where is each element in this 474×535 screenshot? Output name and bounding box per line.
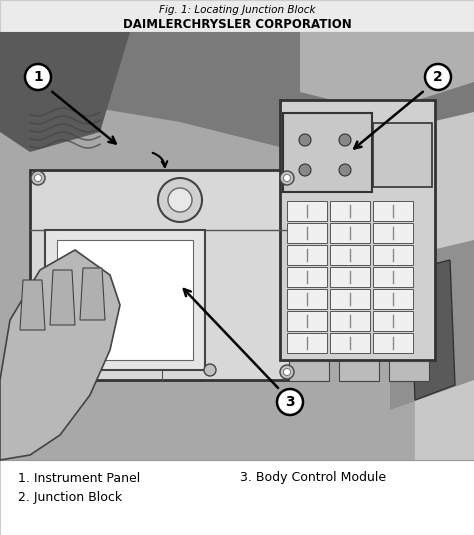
FancyBboxPatch shape [373, 245, 413, 265]
Polygon shape [0, 32, 474, 152]
Text: 3. Body Control Module: 3. Body Control Module [240, 471, 386, 485]
Polygon shape [80, 268, 105, 320]
Text: 2. Junction Block: 2. Junction Block [18, 492, 122, 505]
Circle shape [35, 369, 42, 376]
FancyBboxPatch shape [330, 333, 370, 353]
Polygon shape [390, 240, 474, 410]
Circle shape [168, 188, 192, 212]
FancyBboxPatch shape [0, 0, 474, 32]
FancyBboxPatch shape [289, 361, 329, 381]
Circle shape [277, 389, 303, 415]
FancyBboxPatch shape [45, 230, 205, 370]
FancyBboxPatch shape [0, 92, 415, 460]
Polygon shape [50, 270, 75, 325]
Circle shape [299, 134, 311, 146]
Circle shape [283, 369, 291, 376]
Circle shape [425, 64, 451, 90]
Circle shape [299, 164, 311, 176]
Polygon shape [300, 32, 474, 112]
FancyBboxPatch shape [287, 223, 327, 243]
FancyBboxPatch shape [373, 289, 413, 309]
Circle shape [31, 171, 45, 185]
Polygon shape [0, 32, 130, 152]
Text: Fig. 1: Locating Junction Block: Fig. 1: Locating Junction Block [159, 5, 315, 15]
FancyBboxPatch shape [330, 245, 370, 265]
FancyBboxPatch shape [287, 245, 327, 265]
Circle shape [280, 171, 294, 185]
FancyBboxPatch shape [330, 267, 370, 287]
Polygon shape [410, 260, 455, 400]
FancyBboxPatch shape [287, 333, 327, 353]
FancyBboxPatch shape [287, 267, 327, 287]
FancyBboxPatch shape [373, 311, 413, 331]
Circle shape [283, 174, 291, 181]
FancyBboxPatch shape [330, 223, 370, 243]
Polygon shape [0, 250, 120, 460]
Circle shape [25, 64, 51, 90]
FancyBboxPatch shape [373, 123, 432, 187]
Circle shape [158, 178, 202, 222]
FancyBboxPatch shape [373, 267, 413, 287]
Circle shape [74, 364, 86, 376]
FancyBboxPatch shape [30, 170, 295, 380]
Text: 2: 2 [433, 70, 443, 84]
FancyBboxPatch shape [339, 361, 379, 381]
FancyBboxPatch shape [287, 311, 327, 331]
Circle shape [339, 134, 351, 146]
Text: 1: 1 [33, 70, 43, 84]
Text: 3: 3 [285, 395, 295, 409]
FancyBboxPatch shape [373, 201, 413, 221]
Text: DAIMLERCHRYSLER CORPORATION: DAIMLERCHRYSLER CORPORATION [123, 18, 351, 30]
FancyBboxPatch shape [330, 201, 370, 221]
FancyBboxPatch shape [389, 361, 429, 381]
FancyBboxPatch shape [280, 100, 435, 360]
FancyBboxPatch shape [287, 289, 327, 309]
FancyBboxPatch shape [287, 201, 327, 221]
Text: 1. Instrument Panel: 1. Instrument Panel [18, 471, 140, 485]
FancyBboxPatch shape [373, 333, 413, 353]
Circle shape [31, 365, 45, 379]
Circle shape [280, 365, 294, 379]
FancyBboxPatch shape [283, 113, 372, 192]
Polygon shape [20, 280, 45, 330]
FancyBboxPatch shape [57, 240, 193, 360]
FancyBboxPatch shape [0, 460, 474, 535]
FancyBboxPatch shape [330, 311, 370, 331]
FancyBboxPatch shape [373, 223, 413, 243]
FancyBboxPatch shape [330, 289, 370, 309]
Circle shape [204, 364, 216, 376]
Circle shape [35, 174, 42, 181]
Circle shape [339, 164, 351, 176]
FancyBboxPatch shape [0, 32, 474, 460]
